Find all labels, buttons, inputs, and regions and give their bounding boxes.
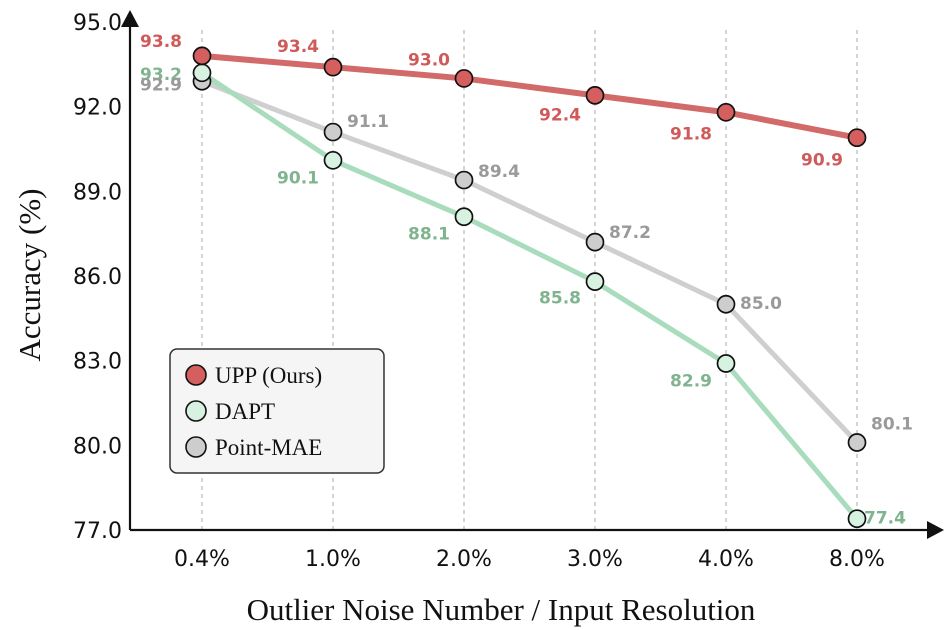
y-tick-label: 80.0 bbox=[73, 434, 122, 459]
data-point-dapt bbox=[323, 150, 343, 170]
x-tick-label: 1.0% bbox=[305, 547, 361, 572]
data-point-upp bbox=[192, 46, 212, 66]
x-tick-labels: 0.4% 1.0% 2.0% 3.0% 4.0% 8.0% bbox=[174, 547, 885, 572]
data-label-dapt: 85.8 bbox=[539, 289, 581, 309]
data-point-dapt bbox=[847, 509, 867, 529]
data-point-point-mae bbox=[847, 433, 867, 452]
data-point-upp bbox=[716, 102, 736, 122]
legend-marker-upp bbox=[185, 364, 207, 386]
data-point-dapt bbox=[585, 272, 605, 291]
axes bbox=[121, 10, 944, 539]
y-tick-label: 92.0 bbox=[73, 96, 122, 121]
data-label-upp: 90.9 bbox=[801, 151, 843, 171]
data-point-upp bbox=[323, 57, 343, 77]
data-point-dapt bbox=[454, 207, 474, 227]
data-label-point-mae: 85.0 bbox=[740, 294, 782, 314]
x-tick-label: 3.0% bbox=[567, 547, 623, 572]
data-point-dapt bbox=[192, 63, 212, 83]
x-tick-label: 0.4% bbox=[174, 547, 230, 572]
data-label-point-mae: 87.2 bbox=[609, 223, 651, 243]
data-point-point-mae bbox=[454, 170, 474, 190]
y-tick-label: 83.0 bbox=[73, 350, 122, 375]
legend-label-point-mae: Point-MAE bbox=[215, 435, 322, 460]
legend-label-upp: UPP (Ours) bbox=[215, 363, 322, 388]
data-point-dapt bbox=[716, 354, 736, 373]
x-tick-label: 8.0% bbox=[829, 547, 885, 572]
x-tick-label: 4.0% bbox=[698, 547, 754, 572]
y-tick-label: 86.0 bbox=[73, 265, 122, 290]
data-point-upp bbox=[454, 69, 474, 88]
data-label-dapt: 77.4 bbox=[864, 509, 906, 529]
x-axis-title: Outlier Noise Number / Input Resolution bbox=[247, 592, 756, 627]
data-label-dapt: 93.2 bbox=[140, 65, 182, 85]
y-axis-arrow bbox=[121, 10, 139, 27]
data-label-upp: 93.0 bbox=[408, 50, 450, 70]
series-line-dapt bbox=[199, 70, 860, 522]
data-label-upp: 93.8 bbox=[140, 32, 182, 52]
data-label-point-mae: 89.4 bbox=[478, 162, 520, 182]
legend-marker-point-mae bbox=[185, 436, 207, 458]
legend: UPP (Ours) DAPT Point-MAE bbox=[169, 348, 385, 474]
data-point-upp bbox=[585, 86, 605, 105]
series-line-point-mae bbox=[199, 78, 860, 446]
data-label-dapt: 88.1 bbox=[408, 225, 450, 245]
data-label-upp: 91.8 bbox=[670, 124, 712, 144]
data-label-point-mae: 91.1 bbox=[347, 112, 389, 132]
data-label-upp: 92.4 bbox=[539, 105, 581, 125]
series-markers bbox=[192, 46, 867, 529]
legend-box bbox=[169, 348, 385, 474]
x-axis-arrow bbox=[927, 521, 944, 539]
legend-marker-dapt bbox=[185, 400, 207, 422]
data-label-point-mae: 80.1 bbox=[871, 415, 913, 435]
data-point-upp bbox=[847, 128, 867, 148]
data-point-point-mae bbox=[716, 294, 736, 314]
data-label-dapt: 90.1 bbox=[277, 168, 319, 188]
data-label-dapt: 82.9 bbox=[670, 371, 712, 391]
data-labels: 93.8 93.4 93.0 92.4 91.8 90.9 93.2 90.1 88.1 85.8… bbox=[140, 32, 913, 529]
y-tick-label: 89.0 bbox=[73, 180, 122, 205]
data-point-point-mae bbox=[585, 232, 605, 252]
series-lines bbox=[199, 52, 860, 522]
x-tick-label: 2.0% bbox=[436, 547, 492, 572]
series-line-upp bbox=[199, 52, 860, 141]
y-tick-labels: 77.0 80.0 83.0 86.0 89.0 92.0 95.0 bbox=[73, 11, 122, 544]
y-tick-label: 77.0 bbox=[73, 519, 122, 544]
y-axis-title: Accuracy (%) bbox=[12, 189, 47, 362]
y-tick-label: 95.0 bbox=[73, 11, 122, 36]
data-point-point-mae bbox=[323, 122, 343, 142]
data-label-point-mae: 92.9 bbox=[140, 75, 182, 95]
legend-label-dapt: DAPT bbox=[215, 399, 275, 424]
data-label-upp: 93.4 bbox=[277, 37, 319, 57]
